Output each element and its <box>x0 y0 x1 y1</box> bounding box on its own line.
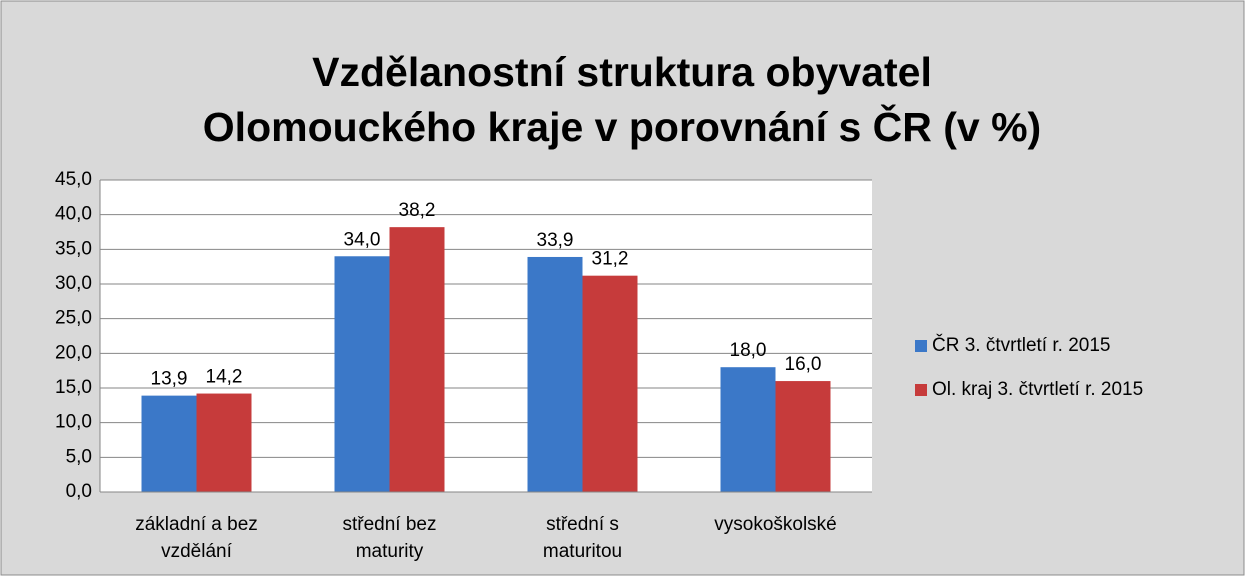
bar <box>141 395 197 492</box>
y-tick-label: 5,0 <box>66 446 92 467</box>
bar <box>527 256 583 492</box>
chart-title: Vzdělanostní struktura obyvatel Olomoucké… <box>203 49 1041 150</box>
data-label: 13,9 <box>151 369 188 390</box>
legend-label: Ol. kraj 3. čtvrtletí r. 2015 <box>932 379 1143 400</box>
y-tick-label: 20,0 <box>55 342 92 363</box>
y-tick-label: 25,0 <box>55 308 92 329</box>
bar <box>389 227 445 492</box>
x-tick-label: základní a bez vzdělání <box>135 514 258 562</box>
data-label: 38,2 <box>399 200 436 221</box>
bar <box>334 256 390 492</box>
data-label: 16,0 <box>785 354 822 375</box>
data-label: 18,0 <box>730 340 767 361</box>
y-tick-label: 10,0 <box>55 412 92 433</box>
bar <box>720 367 776 492</box>
x-tick-label: vysokoškolské <box>714 514 837 535</box>
bar <box>196 393 252 492</box>
data-label: 14,2 <box>206 367 243 388</box>
legend-swatch <box>915 340 927 352</box>
y-tick-label: 40,0 <box>55 204 92 225</box>
data-label: 33,9 <box>537 230 574 251</box>
bar <box>582 275 638 492</box>
data-label: 34,0 <box>344 229 381 250</box>
x-tick-label: střední s maturitou <box>543 514 622 562</box>
legend-label: ČR 3. čtvrtletí r. 2015 <box>932 334 1110 356</box>
bar <box>775 381 831 492</box>
y-tick-label: 30,0 <box>55 273 92 294</box>
data-label: 31,2 <box>592 249 629 270</box>
y-tick-label: 45,0 <box>55 169 92 190</box>
x-tick-label: střední bez maturity <box>343 514 437 562</box>
legend-swatch <box>915 384 927 396</box>
y-tick-label: 35,0 <box>55 238 92 259</box>
y-tick-label: 0,0 <box>66 481 92 502</box>
y-tick-label: 15,0 <box>55 377 92 398</box>
